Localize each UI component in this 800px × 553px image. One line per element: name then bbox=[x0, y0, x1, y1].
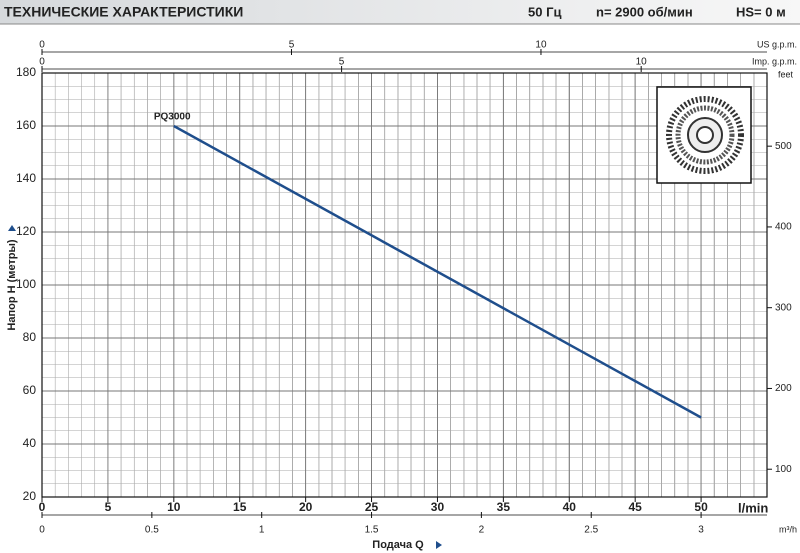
header-spec: HS= 0 м bbox=[736, 4, 786, 19]
curve bbox=[173, 124, 702, 419]
secondary-tick-label: 2 bbox=[479, 525, 485, 536]
x-tick-label: 25 bbox=[365, 500, 379, 514]
y2-tick-label: 400 bbox=[775, 222, 792, 233]
x-tick-label: 35 bbox=[497, 500, 511, 514]
secondary-tick-label: 0 bbox=[39, 40, 45, 51]
secondary-tick-label: 0 bbox=[39, 57, 45, 68]
x-tick-label: 40 bbox=[563, 500, 577, 514]
secondary-tick-label: 3 bbox=[698, 525, 704, 536]
secondary-axis-title: US g.p.m. bbox=[757, 39, 797, 49]
y2-tick-label: 500 bbox=[775, 141, 792, 152]
y-tick-label: 140 bbox=[16, 171, 36, 185]
secondary-tick-label: 2.5 bbox=[584, 525, 598, 536]
plot-frame bbox=[41, 72, 768, 498]
secondary-axis-title: m³/h bbox=[779, 524, 797, 534]
x-tick-label: 50 bbox=[694, 500, 708, 514]
y-tick-label: 100 bbox=[16, 277, 36, 291]
header-title: ТЕХНИЧЕСКИЕ ХАРАКТЕРИСТИКИ bbox=[4, 4, 243, 20]
y2-axis-title: feet bbox=[778, 69, 794, 79]
secondary-tick-label: 10 bbox=[636, 57, 648, 68]
y-tick-label: 160 bbox=[16, 118, 36, 132]
y-tick-label: 20 bbox=[23, 489, 37, 503]
secondary-tick-label: 0.5 bbox=[145, 525, 159, 536]
y-tick-label: 80 bbox=[23, 330, 37, 344]
y-axis-title: Напор H (метры) bbox=[6, 239, 18, 330]
x-axis-title: Подача Q bbox=[372, 539, 424, 551]
header-spec: n= 2900 об/мин bbox=[596, 4, 693, 19]
x-tick-label: 0 bbox=[39, 500, 46, 514]
header-bar bbox=[0, 0, 800, 24]
y-tick-label: 120 bbox=[16, 224, 36, 238]
y-tick-label: 40 bbox=[23, 436, 37, 450]
x-tick-label: 5 bbox=[105, 500, 112, 514]
arrow bbox=[8, 225, 16, 231]
secondary-tick-label: 0 bbox=[39, 525, 45, 536]
curve-label: PQ3000 bbox=[154, 112, 191, 123]
header-spec: 50 Гц bbox=[528, 4, 561, 19]
x-unit: l/min bbox=[738, 500, 768, 515]
arrow bbox=[436, 541, 442, 549]
x-tick-label: 30 bbox=[431, 500, 445, 514]
secondary-tick-label: 1 bbox=[259, 525, 265, 536]
secondary-tick-label: 1.5 bbox=[365, 525, 379, 536]
y-axis-title-group: Напор H (метры) bbox=[6, 225, 18, 331]
pump-image bbox=[656, 86, 752, 184]
x-tick-label: 15 bbox=[233, 500, 247, 514]
y2-tick-label: 100 bbox=[775, 464, 792, 475]
secondary-axis-title: Imp. g.p.m. bbox=[752, 56, 797, 66]
y-tick-label: 180 bbox=[16, 65, 36, 79]
secondary-tick-label: 5 bbox=[339, 57, 345, 68]
x-tick-label: 45 bbox=[629, 500, 643, 514]
x-tick-label: 20 bbox=[299, 500, 313, 514]
y2-tick-label: 300 bbox=[775, 302, 792, 313]
y2-tick-label: 200 bbox=[775, 383, 792, 394]
secondary-tick-label: 5 bbox=[289, 40, 295, 51]
x-tick-label: 10 bbox=[167, 500, 181, 514]
secondary-tick-label: 10 bbox=[535, 40, 547, 51]
y-tick-label: 60 bbox=[23, 383, 37, 397]
